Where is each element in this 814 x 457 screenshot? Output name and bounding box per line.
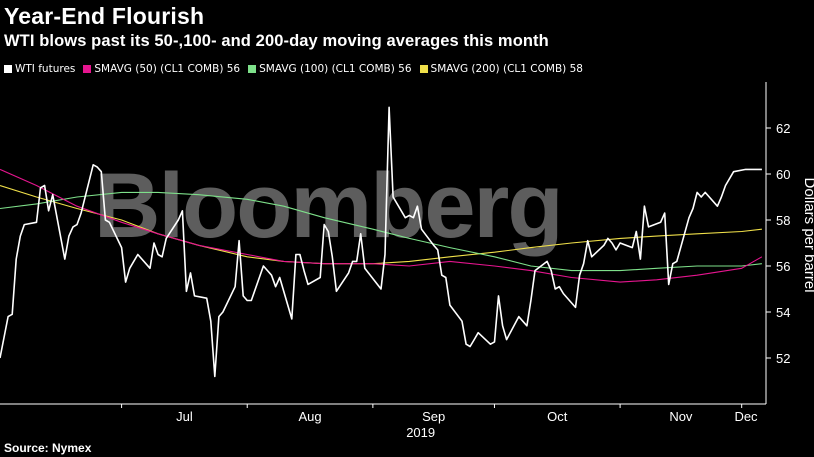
legend-label-sma100: SMAVG (100) (CL1 COMB) 56 (259, 63, 412, 75)
y-tick-label: 60 (776, 167, 790, 182)
x-tick-label: Nov (669, 409, 693, 424)
series-line-sma100 (0, 191, 762, 272)
x-tick-label: Jul (176, 409, 193, 424)
y-tick-label: 54 (776, 305, 790, 320)
y-tick-label: 52 (776, 351, 790, 366)
legend-swatch-sma50 (83, 65, 92, 73)
x-tick-label: Sep (422, 409, 445, 424)
legend-label-sma200: SMAVG (200) (CL1 COMB) 58 (430, 63, 583, 75)
x-tick-label: Dec (734, 409, 758, 424)
legend-item-sma100: SMAVG (100) (CL1 COMB) 56 (248, 63, 412, 75)
source-note: Source: Nymex (4, 441, 92, 455)
legend-swatch-wti (4, 65, 12, 73)
legend-item-sma50: SMAVG (50) (CL1 COMB) 56 (83, 63, 240, 75)
y-tick-label: 56 (776, 259, 790, 274)
chart-subtitle: WTI blows past its 50-,100- and 200-day … (4, 32, 549, 50)
legend-swatch-sma200 (419, 65, 428, 73)
legend-label-sma50: SMAVG (50) (CL1 COMB) 56 (94, 63, 241, 75)
legend: WTI futures SMAVG (50) (CL1 COMB) 56 SMA… (4, 61, 583, 77)
series-line-sma50 (0, 168, 763, 283)
y-axis-label: Dollars per barrel (801, 177, 814, 292)
legend-swatch-sma100 (248, 65, 257, 73)
plot-layer (0, 106, 763, 378)
legend-item-wti: WTI futures (4, 63, 75, 75)
series-line-sma200 (0, 184, 762, 265)
legend-item-sma200: SMAVG (200) (CL1 COMB) 58 (419, 63, 583, 75)
axis-layer: 52 54 56 58 60 62 Dollars per barrel Jul Aug Sep O… (0, 82, 814, 440)
x-tick-label: Oct (547, 409, 568, 424)
legend-label-wti: WTI futures (15, 63, 76, 75)
y-tick-label: 62 (776, 121, 790, 136)
x-tick-label: Aug (298, 409, 321, 424)
y-tick-label: 58 (776, 213, 790, 228)
series-line-wti (0, 106, 762, 378)
x-year-label: 2019 (406, 425, 435, 440)
chart-title: Year-End Flourish (4, 3, 205, 29)
